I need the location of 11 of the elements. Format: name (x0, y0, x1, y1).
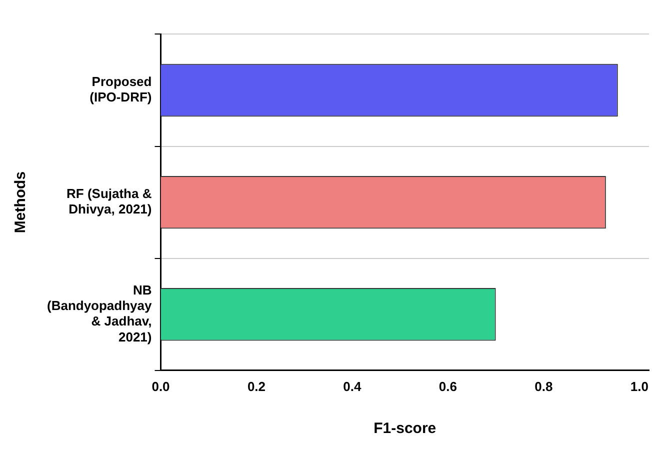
y-tick-label: Proposed (IPO-DRF) (90, 74, 152, 105)
y-tick-label: NB (Bandyopadhyay & Jadhav, 2021) (46, 282, 153, 344)
y-tick-label: RF (Sujatha & Dhivya, 2021) (66, 186, 152, 217)
x-tick-label: 1.0 (630, 378, 648, 394)
x-tick-label: 0.6 (438, 378, 457, 394)
y-axis-title: Methods (12, 171, 30, 234)
x-tick-label: 0.4 (343, 378, 362, 394)
x-axis-title: F1-score (374, 420, 436, 438)
x-tick-label: 0.8 (534, 378, 553, 394)
x-tick-label: 0.2 (247, 378, 266, 394)
x-tick-label: 0.0 (152, 378, 170, 394)
